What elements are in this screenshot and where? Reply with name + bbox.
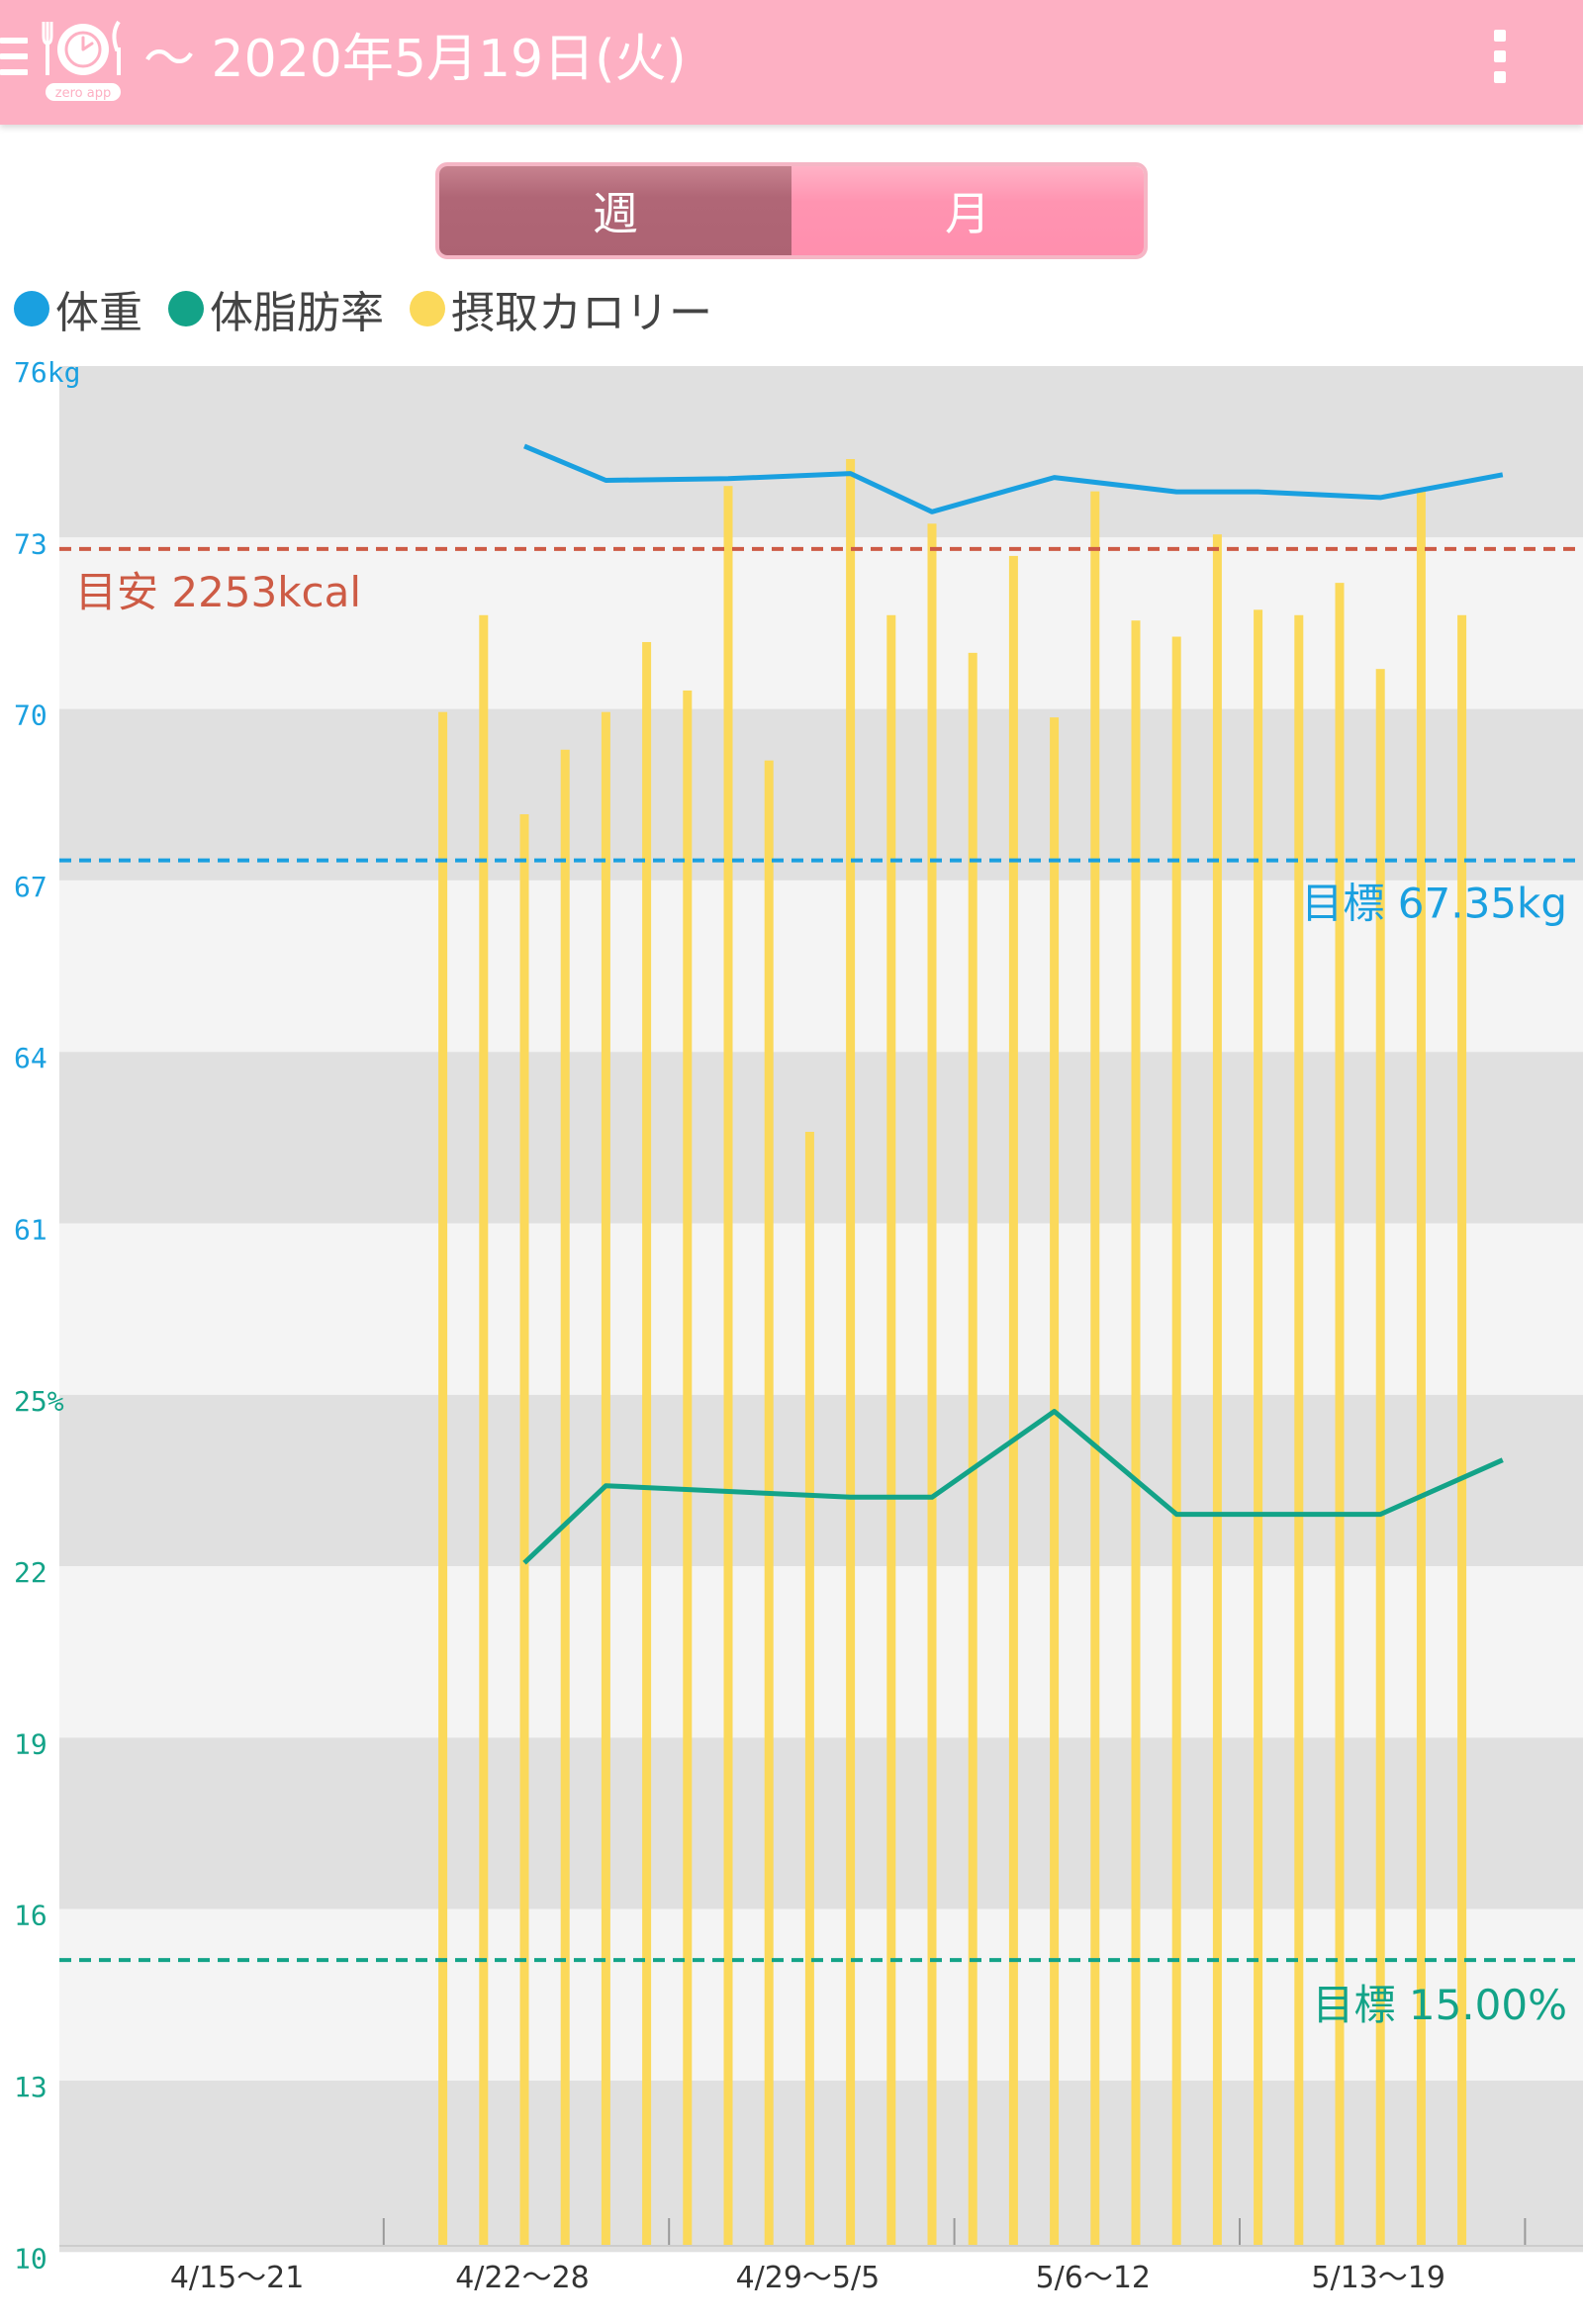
calorie-bar bbox=[968, 652, 978, 2246]
y-tick-fat: 19 bbox=[14, 1727, 47, 1760]
x-tick-label: 4/22〜28 bbox=[455, 2261, 590, 2295]
grid-band bbox=[59, 1737, 1583, 1909]
chart-legend: 体重 体脂肪率 摂取カロリー bbox=[14, 279, 738, 338]
legend-label: 摂取カロリー bbox=[451, 288, 712, 338]
y-tick-fat: 13 bbox=[14, 2071, 47, 2103]
y-tick-weight: 61 bbox=[14, 1214, 47, 1247]
legend-item-fat: 体脂肪率 bbox=[168, 277, 384, 340]
y-tick-weight: 67 bbox=[14, 871, 47, 903]
plate-clock-icon: zero app bbox=[40, 14, 127, 103]
calorie-goal-label: 目安 2253kcal bbox=[75, 568, 361, 616]
fat-series-line bbox=[522, 1409, 1504, 1565]
tab-week[interactable]: 週 bbox=[439, 166, 792, 255]
grid-band bbox=[59, 1223, 1583, 1395]
calorie-bar bbox=[1008, 555, 1018, 2246]
legend-dot-weight bbox=[14, 291, 49, 326]
y-tick-weight: 76kg bbox=[14, 356, 80, 389]
calorie-bar bbox=[1457, 614, 1467, 2246]
calorie-bar bbox=[519, 814, 529, 2246]
grid-band bbox=[59, 708, 1583, 881]
svg-text:zero app: zero app bbox=[55, 86, 111, 101]
weight-goal-label: 目標 67.35kg bbox=[1301, 880, 1567, 928]
tab-month[interactable]: 月 bbox=[792, 166, 1144, 255]
calorie-bar bbox=[764, 760, 774, 2246]
weight-series-line bbox=[523, 443, 1504, 514]
grid-band bbox=[59, 1394, 1583, 1567]
calorie-bar bbox=[1294, 614, 1304, 2246]
grid-band bbox=[59, 366, 1583, 538]
calorie-bar bbox=[1254, 609, 1263, 2246]
legend-label: 体重 bbox=[55, 288, 142, 338]
grid-band bbox=[59, 1908, 1583, 2081]
app-bar: zero app 〜 2020年5月19日(火) bbox=[0, 0, 1583, 125]
calorie-bar bbox=[642, 641, 652, 2247]
calorie-bar bbox=[846, 459, 856, 2246]
y-tick-weight: 70 bbox=[14, 699, 47, 732]
calorie-bar bbox=[1090, 491, 1100, 2247]
calorie-bar bbox=[1416, 491, 1426, 2247]
calorie-bar bbox=[1212, 534, 1222, 2246]
calorie-bar bbox=[927, 523, 937, 2246]
y-tick-fat: 16 bbox=[14, 1900, 47, 1932]
calorie-bar bbox=[438, 711, 448, 2246]
calorie-bar bbox=[1335, 583, 1345, 2246]
calorie-bar bbox=[479, 614, 489, 2246]
x-tick-label: 5/13〜19 bbox=[1311, 2261, 1445, 2295]
calorie-bar bbox=[886, 614, 896, 2246]
legend-item-weight: 体重 bbox=[14, 277, 142, 340]
legend-label: 体脂肪率 bbox=[210, 288, 384, 338]
x-tick-label: 5/6〜12 bbox=[1036, 2261, 1151, 2295]
calorie-bar bbox=[560, 749, 570, 2246]
legend-item-calories: 摂取カロリー bbox=[410, 277, 712, 340]
calorie-bar bbox=[601, 711, 610, 2246]
y-tick-fat: 22 bbox=[14, 1556, 47, 1589]
weight-fat-calorie-chart: 76kg 73 70 67 64 61 25% 22 19 16 13 10 目安 2253kcal 目標… bbox=[14, 356, 1583, 2295]
calorie-bar bbox=[804, 1132, 814, 2246]
menu-icon[interactable] bbox=[0, 38, 28, 77]
y-tick-fat: 10 bbox=[14, 2242, 47, 2275]
y-tick-weight: 73 bbox=[14, 527, 47, 560]
grid-band bbox=[59, 537, 1583, 709]
fat-goal-label: 目標 15.00% bbox=[1313, 1981, 1568, 2029]
x-tick-label: 4/15〜21 bbox=[170, 2261, 305, 2295]
page-title: 〜 2020年5月19日(火) bbox=[143, 30, 687, 89]
grid-band bbox=[59, 1052, 1583, 1224]
legend-dot-calories bbox=[410, 291, 445, 326]
period-toggle: 週 月 bbox=[435, 162, 1148, 259]
calorie-bar bbox=[683, 690, 693, 2246]
y-tick-weight: 64 bbox=[14, 1042, 47, 1074]
x-tick-label: 4/29〜5/5 bbox=[736, 2261, 881, 2295]
calorie-bar bbox=[723, 486, 733, 2246]
grid-band bbox=[59, 1566, 1583, 1738]
y-tick-fat: 25% bbox=[14, 1385, 64, 1418]
calorie-bar bbox=[1171, 636, 1181, 2246]
grid-band bbox=[59, 880, 1583, 1053]
more-vert-icon[interactable] bbox=[1488, 30, 1512, 91]
calorie-bar bbox=[1131, 620, 1141, 2246]
legend-dot-fat bbox=[168, 291, 204, 326]
calorie-bar bbox=[1050, 717, 1060, 2246]
grid-band bbox=[59, 2081, 1583, 2253]
calorie-bar bbox=[1375, 669, 1385, 2246]
